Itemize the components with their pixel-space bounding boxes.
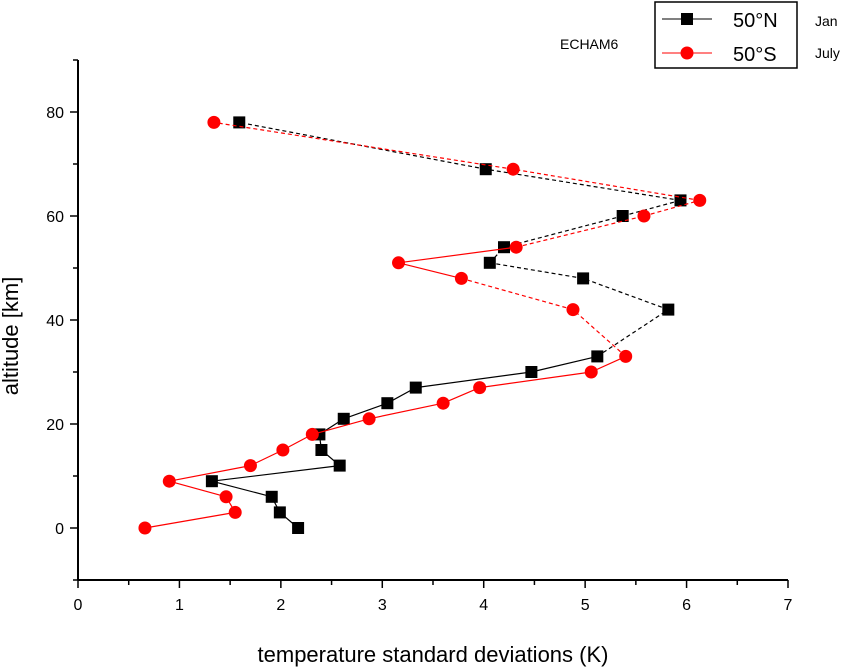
series-1-segment-13 [398, 262, 462, 279]
x-tick-label-4: 4 [479, 597, 488, 614]
series-1-point-11 [619, 349, 633, 363]
series-layer [138, 115, 707, 535]
y-tick-label-0: 0 [55, 521, 64, 538]
series-1-point-0 [138, 521, 152, 535]
series-0-point-4 [333, 459, 346, 472]
series-1-segment-11 [572, 309, 627, 357]
y-axis-title: altitude [km] [0, 277, 23, 396]
x-tick-label-2: 2 [276, 597, 285, 614]
series-1-segment-14 [398, 246, 517, 264]
series-1-point-19 [207, 115, 221, 129]
x-tick-label-3: 3 [378, 597, 387, 614]
series-0-point-0 [292, 522, 305, 534]
series-0-point-5 [315, 444, 328, 456]
legend-label-50n: 50°N [733, 10, 778, 32]
series-0-point-3 [205, 475, 218, 488]
series-1-point-18 [506, 162, 520, 176]
series-1-segment-6 [312, 418, 370, 435]
series-0 [205, 116, 687, 534]
y-tick-label-4: 80 [46, 105, 64, 122]
series-0-point-7 [337, 412, 350, 425]
x-tick-label-5: 5 [581, 597, 590, 614]
series-0-segment-12 [582, 277, 669, 311]
series-0-point-18 [479, 163, 492, 176]
series-1-point-1 [228, 505, 242, 519]
y-tick-label-1: 20 [46, 417, 64, 434]
series-1-point-13 [454, 271, 468, 285]
series-1-segment-2 [169, 480, 227, 498]
series-0-segment-18 [239, 121, 486, 170]
series-0-segment-15 [503, 215, 623, 248]
legend-note-jan: Jan [815, 13, 838, 29]
legend-marker-50n [681, 13, 693, 25]
x-tick-label-0: 0 [74, 597, 83, 614]
series-0-point-10 [525, 366, 538, 378]
series-1-point-6 [305, 427, 319, 441]
x-tick-label-1: 1 [175, 597, 184, 614]
series-1-point-10 [584, 365, 598, 379]
series-0-point-13 [577, 272, 590, 285]
series-0-segment-9 [415, 371, 532, 389]
series-0-point-2 [265, 490, 278, 503]
series-0-segment-13 [489, 262, 584, 279]
series-1 [138, 115, 707, 535]
series-0-segment-11 [596, 309, 669, 357]
annotation-echam6: ECHAM6 [560, 36, 619, 52]
series-1-segment-17 [513, 168, 700, 201]
series-1-segment-16 [643, 199, 700, 217]
series-1-segment-3 [169, 465, 251, 482]
y-tick-label-3: 60 [46, 209, 64, 226]
series-0-segment-17 [485, 168, 681, 201]
series-0-point-16 [616, 210, 629, 222]
series-1-point-9 [473, 381, 487, 395]
x-tick-label-7: 7 [784, 597, 793, 614]
legend-marker-50s [680, 46, 694, 60]
legend-label-50s: 50°S [733, 44, 777, 66]
series-1-point-14 [392, 256, 406, 270]
series-0-point-14 [483, 256, 496, 269]
legend-note-july: July [815, 45, 840, 61]
series-1-segment-7 [368, 402, 444, 420]
series-1-point-8 [436, 396, 450, 410]
legend-box [654, 1, 798, 69]
y-tick-label-2: 40 [46, 313, 64, 330]
series-1-segment-12 [461, 277, 574, 311]
series-0-segment-2 [211, 480, 272, 498]
series-1-point-7 [362, 412, 376, 426]
series-1-point-2 [219, 490, 233, 504]
series-0-point-8 [381, 397, 394, 410]
series-1-point-5 [276, 443, 290, 457]
axes [77, 60, 788, 581]
series-1-segment-9 [479, 371, 592, 389]
x-tick-label-6: 6 [682, 597, 691, 614]
series-1-point-17 [693, 193, 707, 207]
series-0-point-1 [273, 506, 286, 519]
x-axis-title: temperature standard deviations (K) [258, 642, 609, 667]
legend: 50°N 50°S [654, 1, 798, 69]
series-1-point-4 [243, 459, 257, 473]
series-1-segment-15 [516, 215, 645, 248]
series-0-segment-10 [531, 355, 598, 373]
series-1-segment-8 [442, 387, 480, 404]
series-0-point-15 [498, 241, 510, 254]
series-0-segment-16 [622, 199, 681, 217]
series-0-segment-7 [343, 402, 388, 420]
series-1-point-16 [637, 209, 651, 223]
series-1-point-12 [566, 303, 580, 317]
series-0-point-12 [662, 303, 675, 316]
series-0-point-9 [409, 381, 422, 394]
series-1-segment-0 [144, 511, 236, 529]
series-0-point-19 [233, 116, 246, 129]
series-1-point-15 [509, 240, 523, 254]
series-0-point-11 [591, 350, 604, 363]
series-1-point-3 [162, 474, 176, 488]
ticks: 0 1 2 3 4 5 6 7 0 20 40 60 80 [46, 59, 793, 614]
series-1-segment-18 [213, 121, 514, 170]
series-0-segment-3 [211, 465, 340, 482]
